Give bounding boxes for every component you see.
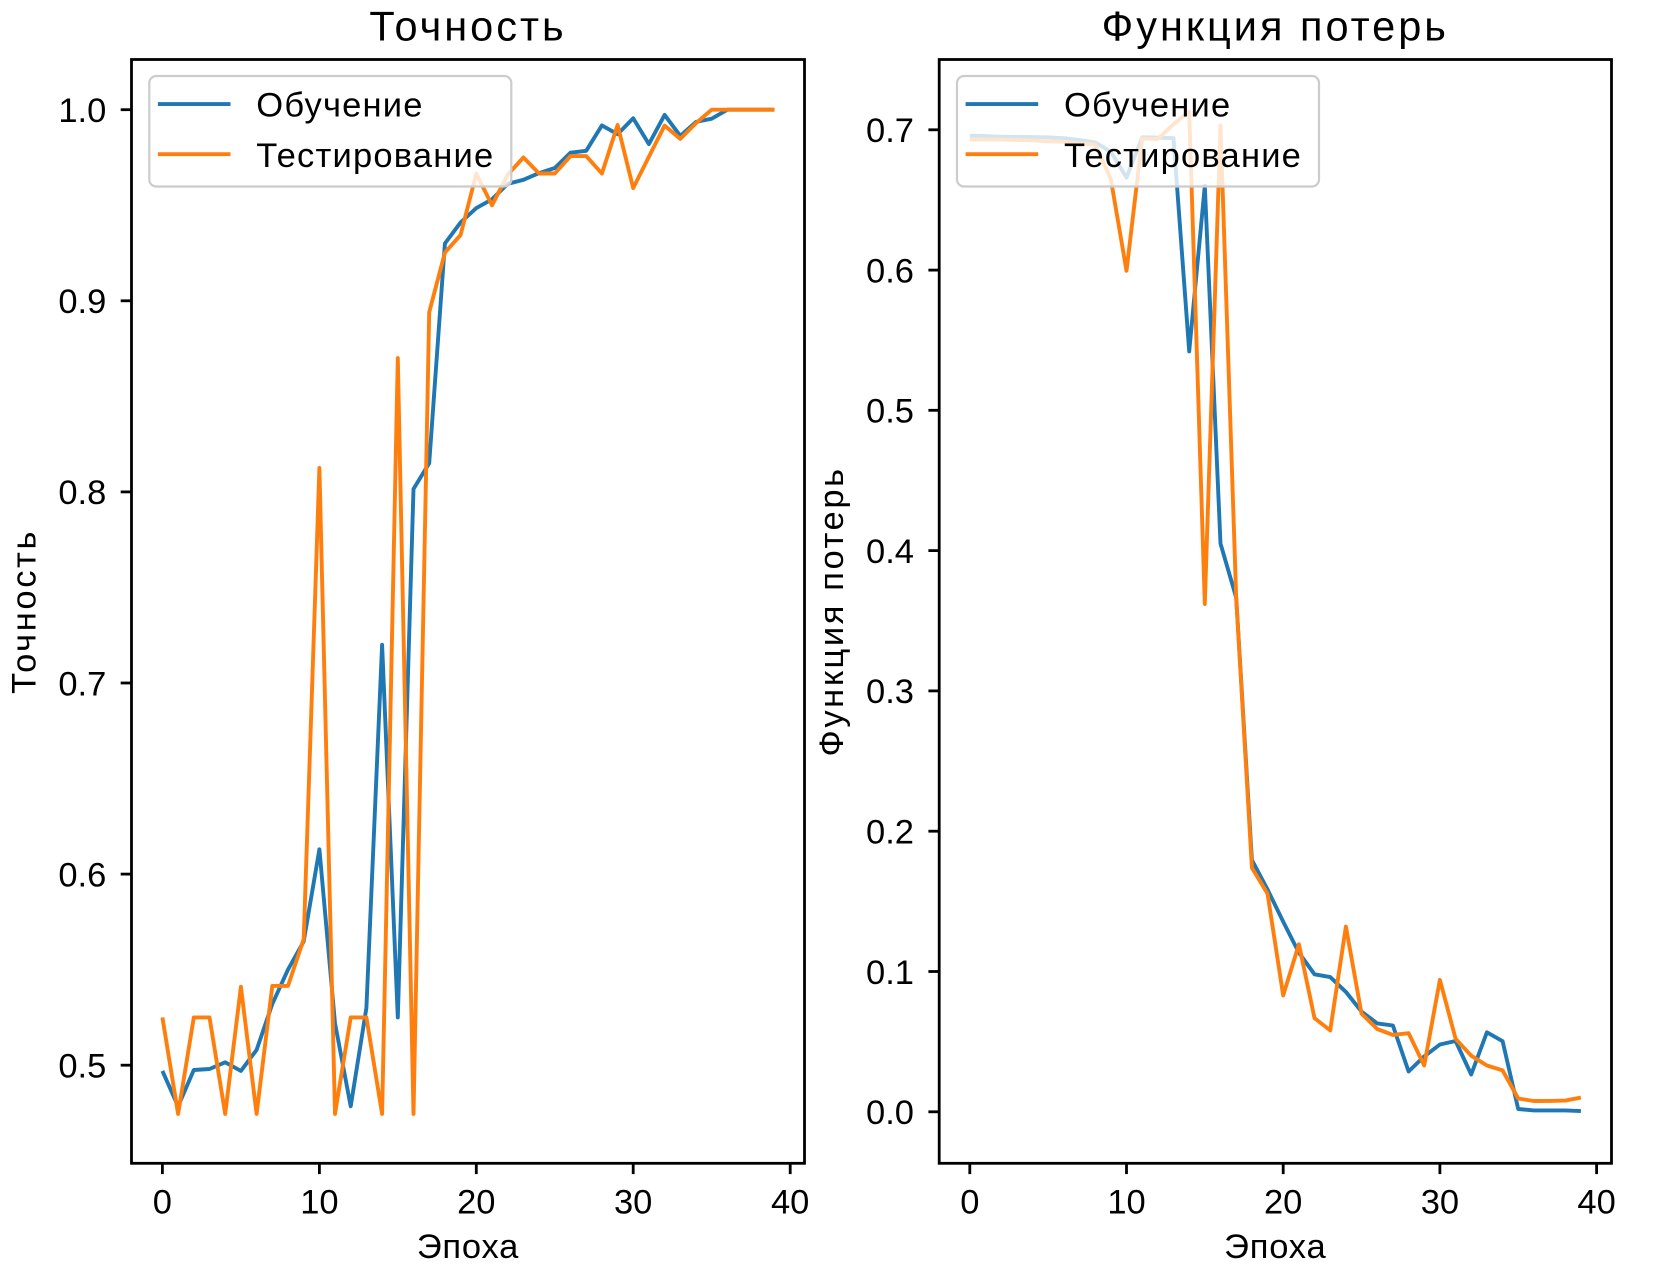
svg-text:Точность: Точность [6, 529, 44, 694]
svg-text:0.2: 0.2 [866, 814, 914, 852]
svg-text:20: 20 [1264, 1184, 1302, 1222]
svg-text:0.8: 0.8 [58, 474, 106, 512]
svg-text:0.6: 0.6 [58, 856, 106, 894]
svg-text:0.1: 0.1 [866, 954, 914, 992]
svg-text:0.7: 0.7 [58, 665, 106, 703]
svg-text:0.7: 0.7 [866, 112, 914, 150]
svg-text:0.3: 0.3 [866, 673, 914, 711]
svg-text:10: 10 [1107, 1184, 1145, 1222]
svg-text:Точность: Точность [369, 3, 566, 50]
svg-text:Тестирование: Тестирование [256, 137, 494, 175]
svg-text:1.0: 1.0 [58, 92, 106, 130]
svg-text:20: 20 [457, 1184, 495, 1222]
svg-text:0.4: 0.4 [866, 533, 914, 571]
svg-text:Функция потерь: Функция потерь [1102, 3, 1449, 50]
svg-text:Обучение: Обучение [256, 87, 423, 125]
svg-text:Тестирование: Тестирование [1064, 137, 1302, 175]
svg-text:Функция потерь: Функция потерь [813, 466, 851, 756]
svg-text:0: 0 [960, 1184, 979, 1222]
svg-text:10: 10 [300, 1184, 338, 1222]
svg-text:30: 30 [1421, 1184, 1459, 1222]
svg-text:0.9: 0.9 [58, 283, 106, 321]
svg-text:Эпоха: Эпоха [417, 1228, 519, 1266]
svg-text:Эпоха: Эпоха [1224, 1228, 1326, 1266]
svg-text:0.6: 0.6 [866, 252, 914, 290]
svg-text:0: 0 [153, 1184, 172, 1222]
svg-text:40: 40 [771, 1184, 809, 1222]
svg-text:0.5: 0.5 [58, 1048, 106, 1086]
svg-text:0.5: 0.5 [866, 393, 914, 431]
svg-text:Обучение: Обучение [1064, 87, 1231, 125]
svg-text:0.0: 0.0 [866, 1094, 914, 1132]
svg-text:40: 40 [1577, 1184, 1615, 1222]
svg-text:30: 30 [614, 1184, 652, 1222]
